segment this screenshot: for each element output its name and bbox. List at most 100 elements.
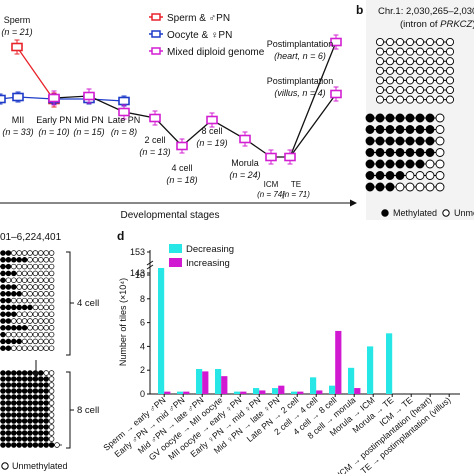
panel-b-meth-read-cpg	[405, 148, 415, 157]
panel-c-4cell-cpg	[16, 325, 22, 331]
panel-c-8cell-cpg	[0, 388, 6, 394]
panel-c-8cell-cpg	[5, 406, 12, 412]
panel-c-8cell-cpg	[0, 436, 6, 442]
panel-b-unmeth-read-cpg	[405, 57, 415, 66]
panel-b-meth-read-cpg	[425, 159, 435, 169]
panel-c-8cell-cpg	[5, 382, 12, 388]
panel-c-8cell-cpg	[21, 430, 28, 436]
panel-c-4cell-cpg	[5, 311, 12, 317]
panel-b-meth-read-cpg	[405, 159, 415, 169]
panel-b-meth-read-cpg	[375, 148, 385, 157]
panel-c-8cell-cpg	[27, 430, 33, 436]
panel-c-8cell-cpg	[38, 436, 44, 442]
panel-c-8cell-cpg	[21, 406, 28, 412]
stage-label-2cell: 2 cell	[144, 135, 165, 145]
panel-b-meth-read-cpg	[365, 159, 375, 169]
bar-decreasing	[329, 385, 336, 394]
panel-c-4cell-cpg	[43, 345, 49, 351]
bar-increasing	[354, 388, 361, 394]
panel-c-4cell-cpg	[48, 263, 55, 270]
panel-c-4cell-cpg	[38, 291, 44, 297]
panel-c-4cell-cpg	[11, 297, 17, 304]
panel-c-8cell-cpg	[32, 424, 39, 430]
panel-b-unmeth-read-cpg	[435, 47, 445, 56]
panel-c-4cell-cpg	[38, 338, 44, 345]
mixed-line	[53, 93, 337, 158]
legend-sperm-marker	[151, 13, 161, 21]
bar-increasing	[297, 391, 304, 394]
panel-b-meth-read-cpg	[415, 136, 425, 146]
bar-decreasing	[177, 391, 184, 394]
panel-c-4cell-cpg	[32, 270, 39, 277]
panel-c-8cell-cpg	[32, 406, 39, 412]
bar-decreasing	[291, 391, 298, 394]
panel-c-4cell-cpg	[16, 291, 22, 297]
panel-b-unmeth-read-cpg	[425, 47, 435, 56]
panel-b-meth-read-cpg	[415, 113, 425, 123]
panel-a-x-label: Developmental stages	[121, 210, 220, 221]
panel-c-4cell-cpg	[32, 338, 39, 345]
panel-c-8cell-cpg	[32, 382, 39, 388]
panel-c-4cell-cpg	[27, 291, 33, 297]
panel-b-unmeth-read-cpg	[395, 37, 405, 47]
panel-c-4cell-cpg	[5, 257, 12, 263]
panel-b-unmeth-read-cpg	[445, 76, 455, 85]
panel-c-8cell-cpg	[11, 382, 17, 388]
mixed-point-4	[176, 141, 188, 151]
panel-c-8cell-cpg	[48, 436, 55, 442]
panel-c-4cell-cpg	[43, 318, 49, 324]
legend-sperm-label: Sperm & ♂PN	[167, 13, 230, 24]
panel-b-unmeth-read-cpg	[395, 95, 405, 104]
panel-b-unmeth-read-cpg	[425, 85, 435, 95]
panel-b-meth-read-cpg	[395, 159, 405, 169]
panel-c-8cell-cpg	[11, 370, 17, 376]
panel-c-8cell-cpg	[16, 436, 22, 442]
panel-c-4cell-cpg	[11, 257, 17, 263]
bar-increasing	[240, 391, 247, 394]
mixed-point-0	[48, 93, 60, 103]
methylated-legend-label: Methylated	[393, 208, 437, 218]
panel-b-meth-read-cpg	[415, 182, 425, 192]
bar-decreasing	[367, 346, 374, 394]
panel-c-4cell-cpg	[21, 311, 28, 317]
panel-b-unmeth-read-cpg	[395, 66, 405, 75]
panel-c-8cell-cpg	[5, 412, 12, 418]
panel-c-4cell-cpg	[48, 311, 55, 317]
panel-c-8cell-cpg	[27, 388, 33, 394]
mixed-point-9	[330, 89, 342, 99]
panel-c-8cell-cpg	[48, 394, 55, 400]
panel-c-8cell-cpg	[0, 400, 6, 406]
panel-c-8cell-cpg	[48, 388, 55, 394]
panel-c-4cell-cpg	[43, 304, 49, 311]
panel-c-4cell-cpg	[0, 338, 6, 345]
panel-c-8cell-cpg	[32, 412, 39, 418]
panel-b-subtitle-prefix: (intron of	[400, 19, 440, 30]
panel-c-4cell-cpg	[0, 263, 6, 270]
panel-c-8cell-cpg	[21, 412, 28, 418]
panel-c-4cell-cpg	[38, 250, 44, 256]
panel-c-8cell-cpg	[11, 406, 17, 412]
panel-c-4cell-cpg	[5, 270, 12, 277]
panel-c-4cell-cpg	[43, 338, 49, 345]
panel-c-4cell-cpg	[32, 331, 39, 338]
panel-c-unmethylated-legend-icon	[1, 462, 9, 470]
legend-oocyte-label: Oocyte & ♀PN	[167, 30, 232, 41]
panel-d-y-tick-label: 4	[140, 341, 145, 351]
legend-increasing-swatch	[169, 258, 182, 267]
panel-b-unmeth-read-cpg	[435, 76, 445, 85]
panel-c-4cell-cpg	[27, 250, 33, 256]
panel-c-4cell-cpg	[11, 311, 17, 317]
panel-b-meth-read-cpg	[365, 182, 375, 192]
panel-c-8cell-cpg	[11, 400, 17, 406]
panel-c-8cell-cpg	[48, 382, 55, 388]
stage-n-mid-pn: (n = 15)	[73, 127, 104, 137]
panel-c-8cell-cpg	[0, 430, 6, 436]
methylated-legend-icon	[381, 209, 389, 217]
panel-c-4cell-cpg	[21, 277, 28, 283]
panel-c-4cell-cpg	[43, 284, 49, 290]
panel-c-8cell-cpg	[11, 430, 17, 436]
panel-b-meth-read-cpg	[425, 125, 435, 134]
panel-b-unmeth-read-cpg	[405, 76, 415, 85]
unmethylated-legend-label: Unme	[454, 208, 474, 218]
panel-c-4cell-cpg	[27, 311, 33, 317]
